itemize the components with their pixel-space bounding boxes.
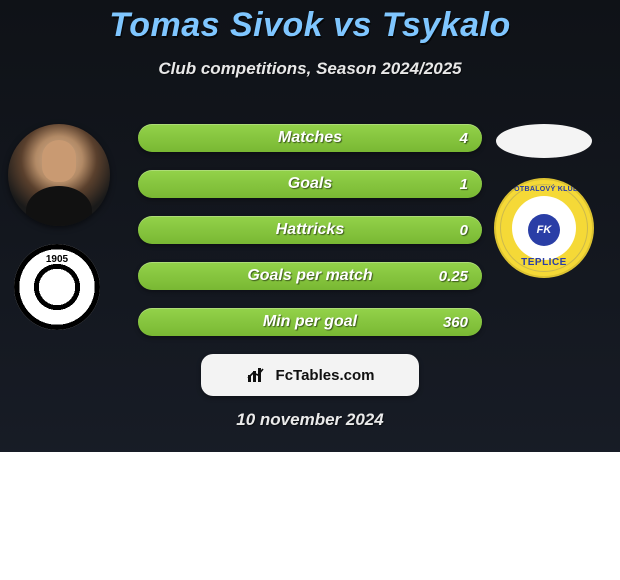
badge-ring-text: FOTBALOVÝ KLUB	[494, 186, 594, 193]
stat-value: 0.25	[439, 268, 468, 285]
stat-label: Min per goal	[263, 313, 357, 331]
stat-value: 0	[460, 222, 468, 239]
bottom-whitespace	[0, 452, 620, 580]
stat-bar-goals: Goals 1	[138, 170, 482, 198]
stat-label: Matches	[278, 129, 342, 147]
badge-initials: FK	[528, 214, 560, 246]
comparison-body: Matches 4 Goals 1 Hattricks 0 Goals per …	[0, 110, 620, 370]
generated-date: 10 november 2024	[0, 410, 620, 430]
stat-bar-min-per-goal: Min per goal 360	[138, 308, 482, 336]
stat-value: 4	[460, 130, 468, 147]
stat-bar-hattricks: Hattricks 0	[138, 216, 482, 244]
right-club-badge: FOTBALOVÝ KLUB FK	[494, 178, 594, 278]
subtitle: Club competitions, Season 2024/2025	[0, 59, 620, 79]
stat-bar-goals-per-match: Goals per match 0.25	[138, 262, 482, 290]
source-badge: FcTables.com	[201, 354, 419, 396]
stat-value: 360	[443, 314, 468, 331]
stat-bars: Matches 4 Goals 1 Hattricks 0 Goals per …	[138, 124, 482, 354]
stat-value: 1	[460, 176, 468, 193]
page-title: Tomas Sivok vs Tsykalo	[0, 6, 620, 45]
comparison-card: Tomas Sivok vs Tsykalo Club competitions…	[0, 0, 620, 580]
right-player-column: FOTBALOVÝ KLUB FK	[488, 124, 600, 278]
left-club-badge	[14, 244, 100, 330]
source-brand: FcTables.com	[276, 367, 375, 384]
stat-label: Goals per match	[247, 267, 372, 285]
right-player-avatar-placeholder	[496, 124, 592, 158]
left-player-column	[8, 124, 120, 330]
bar-chart-icon	[246, 366, 270, 384]
stat-bar-matches: Matches 4	[138, 124, 482, 152]
stat-label: Hattricks	[276, 221, 344, 239]
left-player-avatar	[8, 124, 110, 226]
stat-label: Goals	[288, 175, 332, 193]
